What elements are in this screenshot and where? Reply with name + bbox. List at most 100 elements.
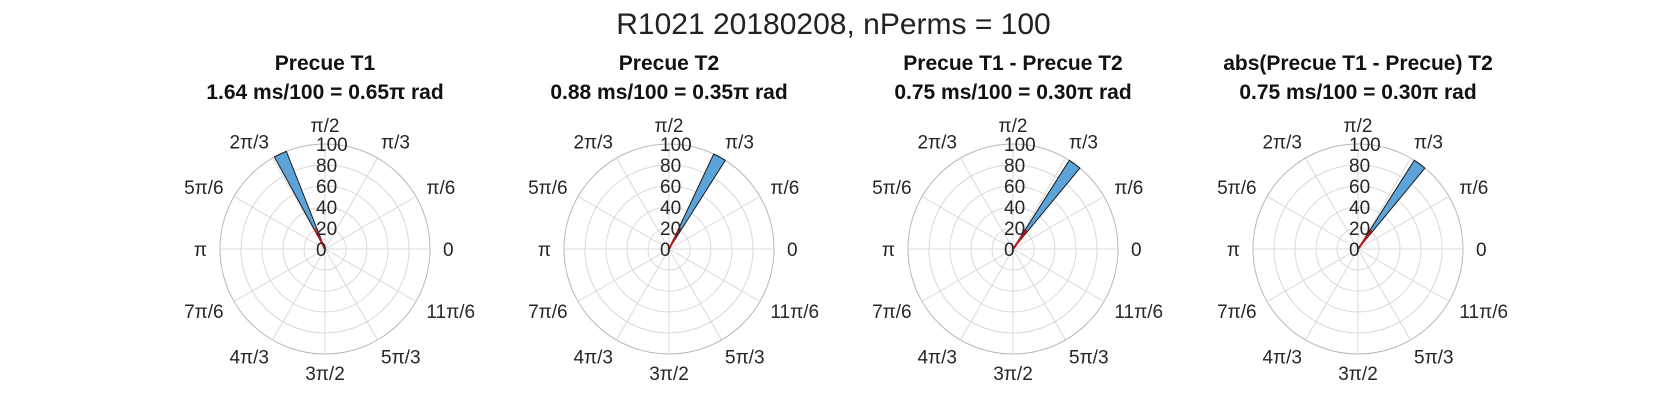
theta-tick-label: 3π/2 (305, 364, 345, 385)
theta-tick-label: 2π/3 (917, 133, 957, 154)
r-tick-label: 80 (1004, 156, 1025, 177)
histogram-bar (1357, 159, 1426, 250)
theta-tick-label: 3π/2 (1338, 364, 1378, 385)
theta-tick-label: π (538, 240, 551, 261)
r-tick-label: 0 (660, 240, 671, 261)
theta-tick-label: 3π/2 (649, 364, 689, 385)
theta-tick-label: 2π/3 (1262, 133, 1302, 154)
theta-tick-label: 5π/3 (381, 347, 421, 368)
r-tick-label: 60 (316, 177, 337, 198)
r-tick-label: 100 (660, 135, 692, 156)
theta-tick-label: 5π/6 (528, 178, 568, 199)
grid-spoke (233, 196, 326, 250)
grid-spoke (1305, 248, 1359, 341)
panel-title: Precue T2 (619, 52, 719, 75)
grid-spoke (324, 248, 378, 341)
theta-tick-label: π/3 (381, 133, 410, 154)
grid-spoke (1266, 248, 1359, 302)
panel-subtitle: 1.64 ms/100 = 0.65π rad (206, 81, 443, 104)
histogram-bar (273, 150, 326, 250)
panel-title: Precue T1 - Precue T2 (903, 52, 1122, 75)
grid-spoke (960, 157, 1014, 250)
theta-tick-label: 5π/6 (1217, 178, 1257, 199)
grid-spoke (668, 196, 761, 250)
r-tick-label: 100 (1349, 135, 1381, 156)
grid-spoke (272, 248, 326, 341)
r-tick-label: 100 (316, 135, 348, 156)
grid-spoke (1012, 196, 1105, 250)
grid-spoke (577, 248, 670, 302)
theta-tick-label: 5π/6 (872, 178, 912, 199)
theta-tick-label: 11π/6 (426, 302, 475, 323)
theta-tick-label: 4π/3 (1262, 347, 1302, 368)
theta-tick-label: 3π/2 (993, 364, 1033, 385)
theta-tick-label: π/6 (1459, 178, 1488, 199)
theta-tick-label: 0 (787, 240, 798, 261)
panel-title: Precue T1 (275, 52, 376, 75)
theta-tick-label: π/3 (1414, 133, 1443, 154)
polar-panel: abs(Precue T1 - Precue) T2 0.75 ms/100 = … (1217, 52, 1508, 385)
theta-tick-label: 11π/6 (1459, 302, 1508, 323)
histogram-bar (1012, 159, 1081, 250)
theta-tick-label: 5π/3 (1414, 347, 1454, 368)
grid-spoke (1357, 248, 1411, 341)
theta-tick-label: 2π/3 (229, 133, 269, 154)
r-tick-label: 80 (660, 156, 681, 177)
theta-tick-label: π/6 (1114, 178, 1143, 199)
polar-panel: Precue T20.88 ms/100 = 0.35π rad02040608… (528, 52, 819, 385)
grid-spoke (1305, 157, 1359, 250)
theta-tick-label: 7π/6 (184, 302, 224, 323)
theta-tick-label: π (882, 240, 895, 261)
theta-tick-label: 0 (443, 240, 454, 261)
polar-panel: Precue T11.64 ms/100 = 0.65π rad02040608… (184, 52, 475, 385)
mean-direction-line (668, 227, 681, 250)
theta-tick-label: π/6 (770, 178, 799, 199)
histogram-bar (668, 153, 726, 250)
theta-tick-label: 5π/3 (725, 347, 765, 368)
grid-spoke (1266, 196, 1359, 250)
theta-tick-label: 0 (1131, 240, 1142, 261)
grid-spoke (324, 157, 378, 250)
theta-tick-label: π/2 (311, 116, 340, 137)
grid-spoke (1357, 157, 1411, 250)
grid-spoke (921, 248, 1014, 302)
panel-subtitle: 0.88 ms/100 = 0.35π rad (550, 81, 787, 104)
theta-tick-label: 5π/3 (1069, 347, 1109, 368)
r-tick-label: 40 (1004, 198, 1025, 219)
r-tick-label: 20 (1004, 219, 1025, 240)
r-tick-label: 60 (660, 177, 681, 198)
grid-spoke (616, 248, 670, 341)
grid-spoke (616, 157, 670, 250)
r-tick-label: 0 (316, 240, 327, 261)
panel-subtitle: 0.75 ms/100 = 0.30π rad (1239, 81, 1476, 104)
theta-tick-label: π/2 (999, 116, 1028, 137)
theta-tick-label: π/2 (1344, 116, 1373, 137)
theta-tick-label: 7π/6 (1217, 302, 1257, 323)
theta-tick-label: 0 (1476, 240, 1487, 261)
r-tick-label: 60 (1004, 177, 1025, 198)
theta-tick-label: 4π/3 (573, 347, 613, 368)
theta-tick-label: 4π/3 (229, 347, 269, 368)
mean-direction-line (1012, 229, 1028, 250)
theta-tick-label: π/2 (655, 116, 684, 137)
theta-tick-label: 11π/6 (770, 302, 819, 323)
theta-tick-label: π/3 (1069, 133, 1098, 154)
figure-title: R1021 20180208, nPerms = 100 (616, 8, 1051, 41)
theta-tick-label: 7π/6 (528, 302, 568, 323)
r-tick-label: 20 (1349, 219, 1370, 240)
theta-tick-label: π/3 (725, 133, 754, 154)
mean-direction-line (313, 227, 326, 250)
r-tick-label: 40 (660, 198, 681, 219)
r-tick-label: 80 (316, 156, 337, 177)
theta-tick-label: 11π/6 (1114, 302, 1163, 323)
theta-tick-label: 5π/6 (184, 178, 224, 199)
panel-subtitle: 0.75 ms/100 = 0.30π rad (894, 81, 1131, 104)
grid-spoke (1012, 248, 1066, 341)
r-tick-label: 40 (1349, 198, 1370, 219)
grid-spoke (668, 248, 761, 302)
r-tick-label: 80 (1349, 156, 1370, 177)
r-tick-label: 0 (1349, 240, 1360, 261)
grid-spoke (1012, 248, 1105, 302)
grid-spoke (233, 248, 326, 302)
